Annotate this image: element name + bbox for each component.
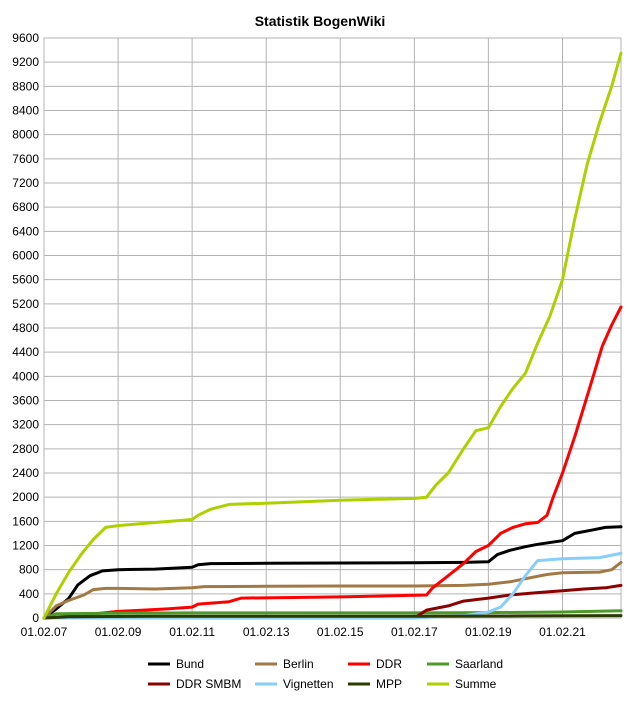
y-tick-label: 400	[19, 587, 39, 601]
x-tick-label: 01.02.09	[95, 625, 142, 639]
x-axis: 01.02.07 01.02.09 01.02.11 01.02.13 01.02.15…	[21, 625, 587, 639]
legend-label-vignetten: Vignetten	[283, 677, 334, 691]
x-tick-label: 01.02.07	[21, 625, 68, 639]
legend-label-ddr-smbm: DDR SMBM	[176, 677, 241, 691]
series-line-ddr	[42, 305, 623, 620]
y-tick-label: 4400	[12, 345, 39, 359]
y-tick-label: 800	[19, 563, 39, 577]
x-tick-label: 01.02.11	[169, 625, 215, 639]
y-tick-label: 3200	[12, 418, 39, 432]
x-tick-label: 01.02.21	[539, 625, 586, 639]
series-line-mpp	[42, 614, 623, 620]
series-lines	[42, 51, 623, 620]
series-line-saarland	[42, 609, 623, 620]
y-tick-label: 0	[32, 611, 39, 625]
x-tick-label: 01.02.15	[317, 625, 364, 639]
gridlines	[43, 37, 621, 619]
legend-label-berlin: Berlin	[283, 657, 314, 671]
y-tick-label: 4800	[12, 321, 39, 335]
series-line-bund	[42, 525, 623, 620]
legend: Bund Berlin DDR Saarland DDR SMBM Vignetten MP…	[148, 657, 503, 691]
y-tick-label: 7600	[12, 152, 39, 166]
chart-title: Statistik BogenWiki	[255, 13, 386, 29]
y-tick-label: 2800	[12, 442, 39, 456]
legend-label-summe: Summe	[455, 677, 497, 691]
y-tick-label: 3600	[12, 394, 39, 408]
y-tick-label: 2000	[12, 490, 39, 504]
legend-label-saarland: Saarland	[455, 657, 503, 671]
y-tick-label: 8000	[12, 128, 39, 142]
y-tick-label: 7200	[12, 176, 39, 190]
y-tick-label: 1600	[12, 514, 39, 528]
legend-label-ddr: DDR	[376, 657, 402, 671]
y-tick-label: 1200	[12, 539, 39, 553]
y-tick-label: 5200	[12, 297, 39, 311]
legend-label-bund: Bund	[176, 657, 204, 671]
y-tick-label: 2400	[12, 466, 39, 480]
series-line-berlin	[42, 560, 623, 620]
y-tick-label: 4000	[12, 369, 39, 383]
y-axis: 0 400 800 1200 1600 2000 2400 2800 3200 3600 4000 4…	[12, 31, 39, 625]
y-tick-label: 8800	[12, 79, 39, 93]
y-tick-label: 5600	[12, 273, 39, 287]
y-tick-label: 6400	[12, 224, 39, 238]
series-line-summe	[42, 51, 623, 620]
y-tick-label: 9200	[12, 55, 39, 69]
legend-label-mpp: MPP	[376, 677, 402, 691]
y-tick-label: 6000	[12, 249, 39, 263]
x-tick-label: 01.02.19	[465, 625, 512, 639]
y-tick-label: 6800	[12, 200, 39, 214]
x-tick-label: 01.02.13	[243, 625, 290, 639]
y-tick-label: 9600	[12, 31, 39, 45]
y-tick-label: 8400	[12, 104, 39, 118]
x-tick-label: 01.02.17	[391, 625, 438, 639]
